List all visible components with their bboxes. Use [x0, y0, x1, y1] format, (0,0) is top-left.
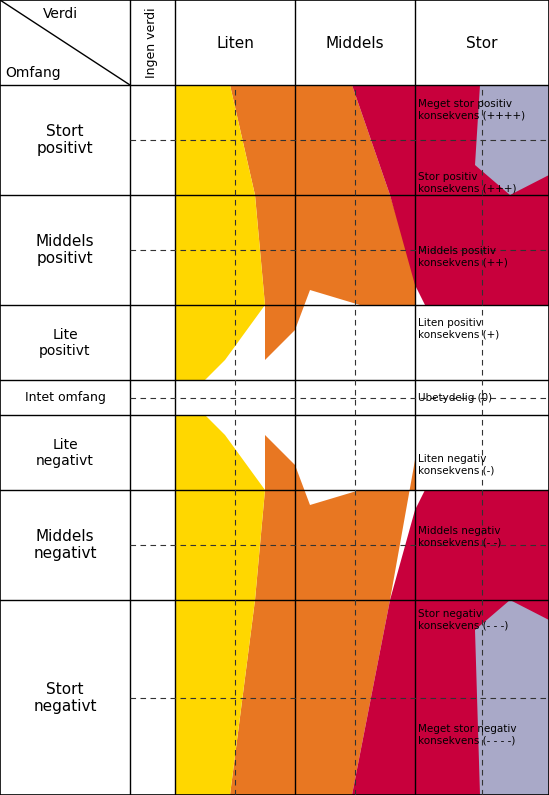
Text: Stort
negativt: Stort negativt [33, 682, 97, 714]
Text: Middels: Middels [326, 36, 384, 51]
Text: Stor positiv
konsekvens (+++): Stor positiv konsekvens (+++) [418, 173, 517, 194]
Text: Stort
positivt: Stort positivt [37, 124, 93, 156]
Text: Meget stor positiv
konsekvens (++++): Meget stor positiv konsekvens (++++) [418, 99, 525, 121]
Text: Omfang: Omfang [5, 66, 60, 80]
Text: Liten negativ
konsekvens (-): Liten negativ konsekvens (-) [418, 454, 495, 475]
Polygon shape [352, 85, 549, 305]
Polygon shape [175, 85, 265, 380]
Text: Liten: Liten [216, 36, 254, 51]
Text: Lite
negativt: Lite negativt [36, 438, 94, 468]
Text: Middels
negativt: Middels negativt [33, 529, 97, 561]
Text: Middels positiv
konsekvens (++): Middels positiv konsekvens (++) [418, 246, 508, 268]
Polygon shape [230, 435, 415, 795]
Text: Verdi: Verdi [42, 7, 77, 21]
Text: Meget stor negativ
konsekvens (- - - -): Meget stor negativ konsekvens (- - - -) [418, 724, 517, 746]
Polygon shape [175, 415, 265, 795]
Text: Stor negativ
konsekvens (- - -): Stor negativ konsekvens (- - -) [418, 609, 508, 630]
Text: Stor: Stor [466, 36, 498, 51]
Text: Ubetydelig (0): Ubetydelig (0) [418, 393, 492, 403]
Text: Middels
positivt: Middels positivt [36, 234, 94, 266]
Text: Lite
positivt: Lite positivt [39, 328, 91, 358]
Polygon shape [475, 85, 549, 195]
Text: Ingen verdi: Ingen verdi [145, 8, 159, 79]
Polygon shape [475, 600, 549, 795]
Text: Middels negativ
konsekvens (- -): Middels negativ konsekvens (- -) [418, 526, 501, 548]
Polygon shape [230, 85, 415, 360]
Text: Liten positiv
konsekvens (+): Liten positiv konsekvens (+) [418, 318, 499, 339]
Text: Intet omfang: Intet omfang [25, 391, 105, 405]
Polygon shape [352, 490, 549, 795]
